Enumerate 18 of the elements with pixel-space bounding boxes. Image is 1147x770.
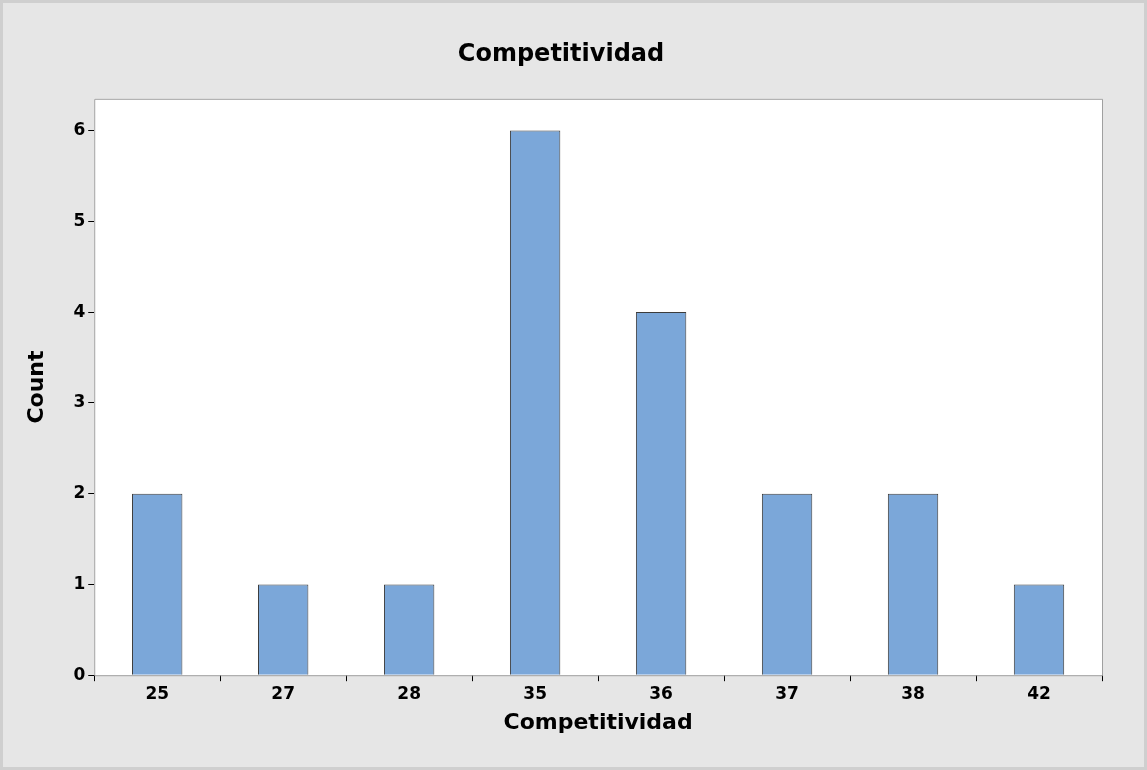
x-tick-label: 25 — [145, 682, 170, 703]
x-axis-title: Competitividad — [503, 708, 693, 734]
y-tick-label: 4 — [73, 300, 86, 321]
y-tick-label: 5 — [73, 209, 86, 230]
x-tick-label: 37 — [775, 682, 799, 703]
x-tick-label: 38 — [901, 682, 925, 703]
x-tick-label: 42 — [1027, 682, 1051, 703]
y-axis-title: Count — [22, 349, 48, 424]
y-tick-label: 2 — [73, 482, 86, 503]
x-tick-label: 27 — [271, 682, 296, 703]
chart-title: Competitividad — [457, 38, 665, 67]
y-tick-label: 0 — [73, 663, 86, 684]
y-tick-label: 1 — [73, 572, 86, 593]
x-tick-label: 35 — [523, 682, 547, 703]
y-tick-label: 6 — [73, 118, 86, 139]
y-tick-label: 3 — [73, 391, 86, 412]
x-tick-label: 28 — [397, 682, 421, 703]
x-tick-label: 36 — [649, 682, 673, 703]
